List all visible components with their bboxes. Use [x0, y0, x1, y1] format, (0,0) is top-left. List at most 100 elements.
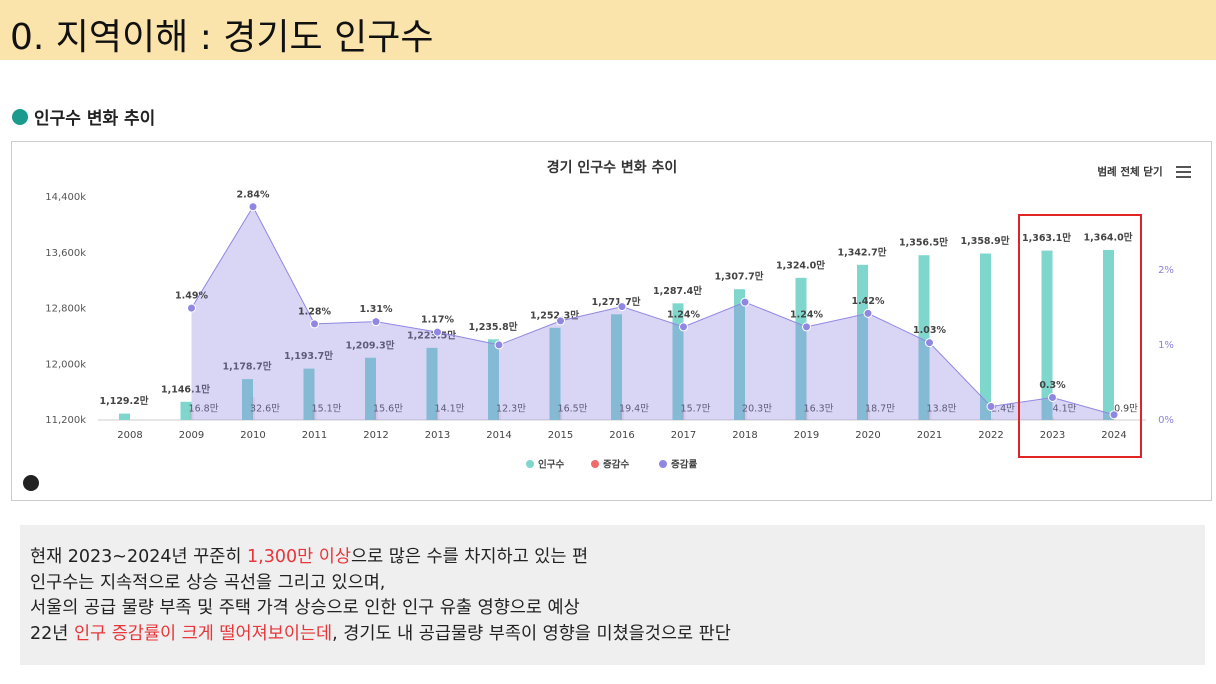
note-text: 서울의 공급 물량 부족 및 주택 가격 상승으로 인한 인구 유출 영향으로 … — [30, 598, 580, 619]
point — [371, 317, 381, 327]
point — [617, 302, 627, 312]
value-label: 1.03% — [913, 325, 946, 336]
value-label: 19.4만 — [619, 404, 649, 415]
x-tick-label: 2020 — [855, 430, 880, 441]
bar — [558, 408, 563, 420]
value-label: 1,307.7만 — [714, 271, 763, 283]
point — [679, 322, 688, 332]
legend-label: 증감률 — [671, 459, 697, 471]
value-label: 1.31% — [360, 304, 393, 315]
bar — [611, 314, 622, 420]
x-tick-label: 2019 — [794, 430, 819, 441]
value-label: 1,324.0만 — [776, 259, 825, 271]
value-label: 1,146.1만 — [161, 383, 210, 395]
note-line: 서울의 공급 물량 부족 및 주택 가격 상승으로 인한 인구 유출 영향으로 … — [20, 596, 1205, 622]
header: 0. 지역이해 : 경기도 인구수 — [0, 0, 1216, 60]
x-tick-label: 2023 — [1040, 430, 1065, 441]
legend-toggle[interactable]: 범례 전체 닫기 — [1097, 165, 1162, 178]
value-label: 20.3만 — [742, 404, 772, 415]
bar — [866, 406, 870, 420]
bar — [734, 289, 745, 420]
bar — [497, 411, 501, 420]
x-tick-label: 2010 — [240, 430, 265, 441]
value-label: 1,342.7만 — [837, 246, 886, 258]
value-label: 13.8만 — [927, 404, 957, 415]
bar — [1050, 417, 1055, 420]
point — [494, 340, 504, 350]
bar — [180, 401, 192, 420]
value-label: 1.49% — [175, 291, 208, 302]
legend-marker — [659, 460, 667, 468]
bar — [119, 413, 130, 420]
x-tick-label: 2017 — [671, 430, 696, 441]
x-tick-label: 2012 — [363, 430, 388, 441]
point — [986, 401, 996, 411]
value-label: 1,363.1만 — [1022, 232, 1071, 244]
bar — [1041, 250, 1053, 420]
y-tick-label: 12,000k — [45, 359, 86, 370]
bar — [303, 368, 315, 420]
value-label: 1.24% — [667, 309, 700, 320]
bar — [743, 405, 747, 420]
bar — [804, 408, 809, 420]
bar — [242, 379, 253, 420]
value-label: 12.3만 — [496, 404, 526, 415]
point — [925, 338, 934, 348]
note-text: 으로 많은 수를 차지하고 있는 편 — [351, 547, 589, 567]
y2-tick-label: 2% — [1158, 265, 1174, 276]
note-line: 인구수는 지속적으로 상승 곡선을 그리고 있으며, — [20, 571, 1205, 597]
value-label: 15.6만 — [373, 404, 403, 415]
value-label: 1,271.7만 — [591, 296, 640, 308]
point — [187, 303, 196, 313]
value-label: 1,364.0만 — [1083, 231, 1132, 243]
bar — [1103, 249, 1114, 420]
point — [1109, 410, 1119, 420]
point — [433, 327, 442, 337]
value-label: 16.5만 — [558, 404, 588, 415]
point — [248, 202, 258, 212]
bar — [189, 408, 194, 420]
value-label: 2.84% — [237, 189, 270, 200]
bar — [1112, 419, 1116, 420]
y-tick-label: 14,400k — [45, 192, 86, 203]
y2-tick-label: 0% — [1158, 415, 1174, 426]
line — [191, 205, 1115, 416]
bar — [989, 418, 993, 420]
note-text: 현재 2023~2024년 꾸준히 — [30, 547, 248, 567]
value-label: 16.8만 — [189, 404, 219, 415]
y-tick-label: 12,800k — [45, 304, 86, 315]
section-title: 인구수 변화 추이 — [34, 109, 156, 129]
point — [310, 319, 319, 329]
value-label: 1.42% — [852, 296, 885, 307]
note-text: 인구 증감률이 크게 떨어져보이는데 — [73, 624, 333, 645]
bar — [927, 410, 932, 420]
chart-title: 경기 인구수 변화 추이 — [547, 159, 678, 176]
menu-icon[interactable] — [1176, 166, 1191, 178]
section-icon — [12, 108, 28, 125]
value-label: 32.6만 — [250, 404, 280, 415]
notes: 현재 2023~2024년 꾸준히 1,300만 이상으로 많은 수를 차지하고… — [20, 525, 1205, 665]
y2-tick-label: 1% — [1158, 340, 1174, 351]
value-label: 0.3% — [1039, 380, 1066, 391]
logo — [23, 475, 39, 491]
header-title: 0. 지역이해 : 경기도 인구수 — [10, 17, 434, 58]
value-label: 14.1만 — [435, 404, 465, 415]
bar — [365, 357, 376, 420]
bar — [549, 327, 561, 420]
note-line: 현재 2023~2024년 꾸준히 1,300만 이상으로 많은 수를 차지하고… — [20, 545, 1205, 571]
bar — [857, 264, 868, 420]
bar — [374, 409, 378, 420]
bar — [918, 255, 930, 420]
value-label: 18.7만 — [865, 404, 895, 415]
chart: 경기 인구수 변화 추이 범례 전체 닫기 11,200k 12,000k 12,8… — [11, 141, 1212, 501]
y-tick-label: 13,600k — [45, 248, 86, 259]
bar — [795, 277, 807, 420]
legend-marker — [591, 460, 599, 468]
x-tick-label: 2014 — [486, 430, 511, 441]
bar — [251, 397, 255, 420]
point — [740, 297, 750, 307]
value-label: 1,223.5만 — [407, 329, 456, 341]
value-label: 2.4만 — [991, 404, 1015, 415]
area — [191, 206, 1114, 420]
